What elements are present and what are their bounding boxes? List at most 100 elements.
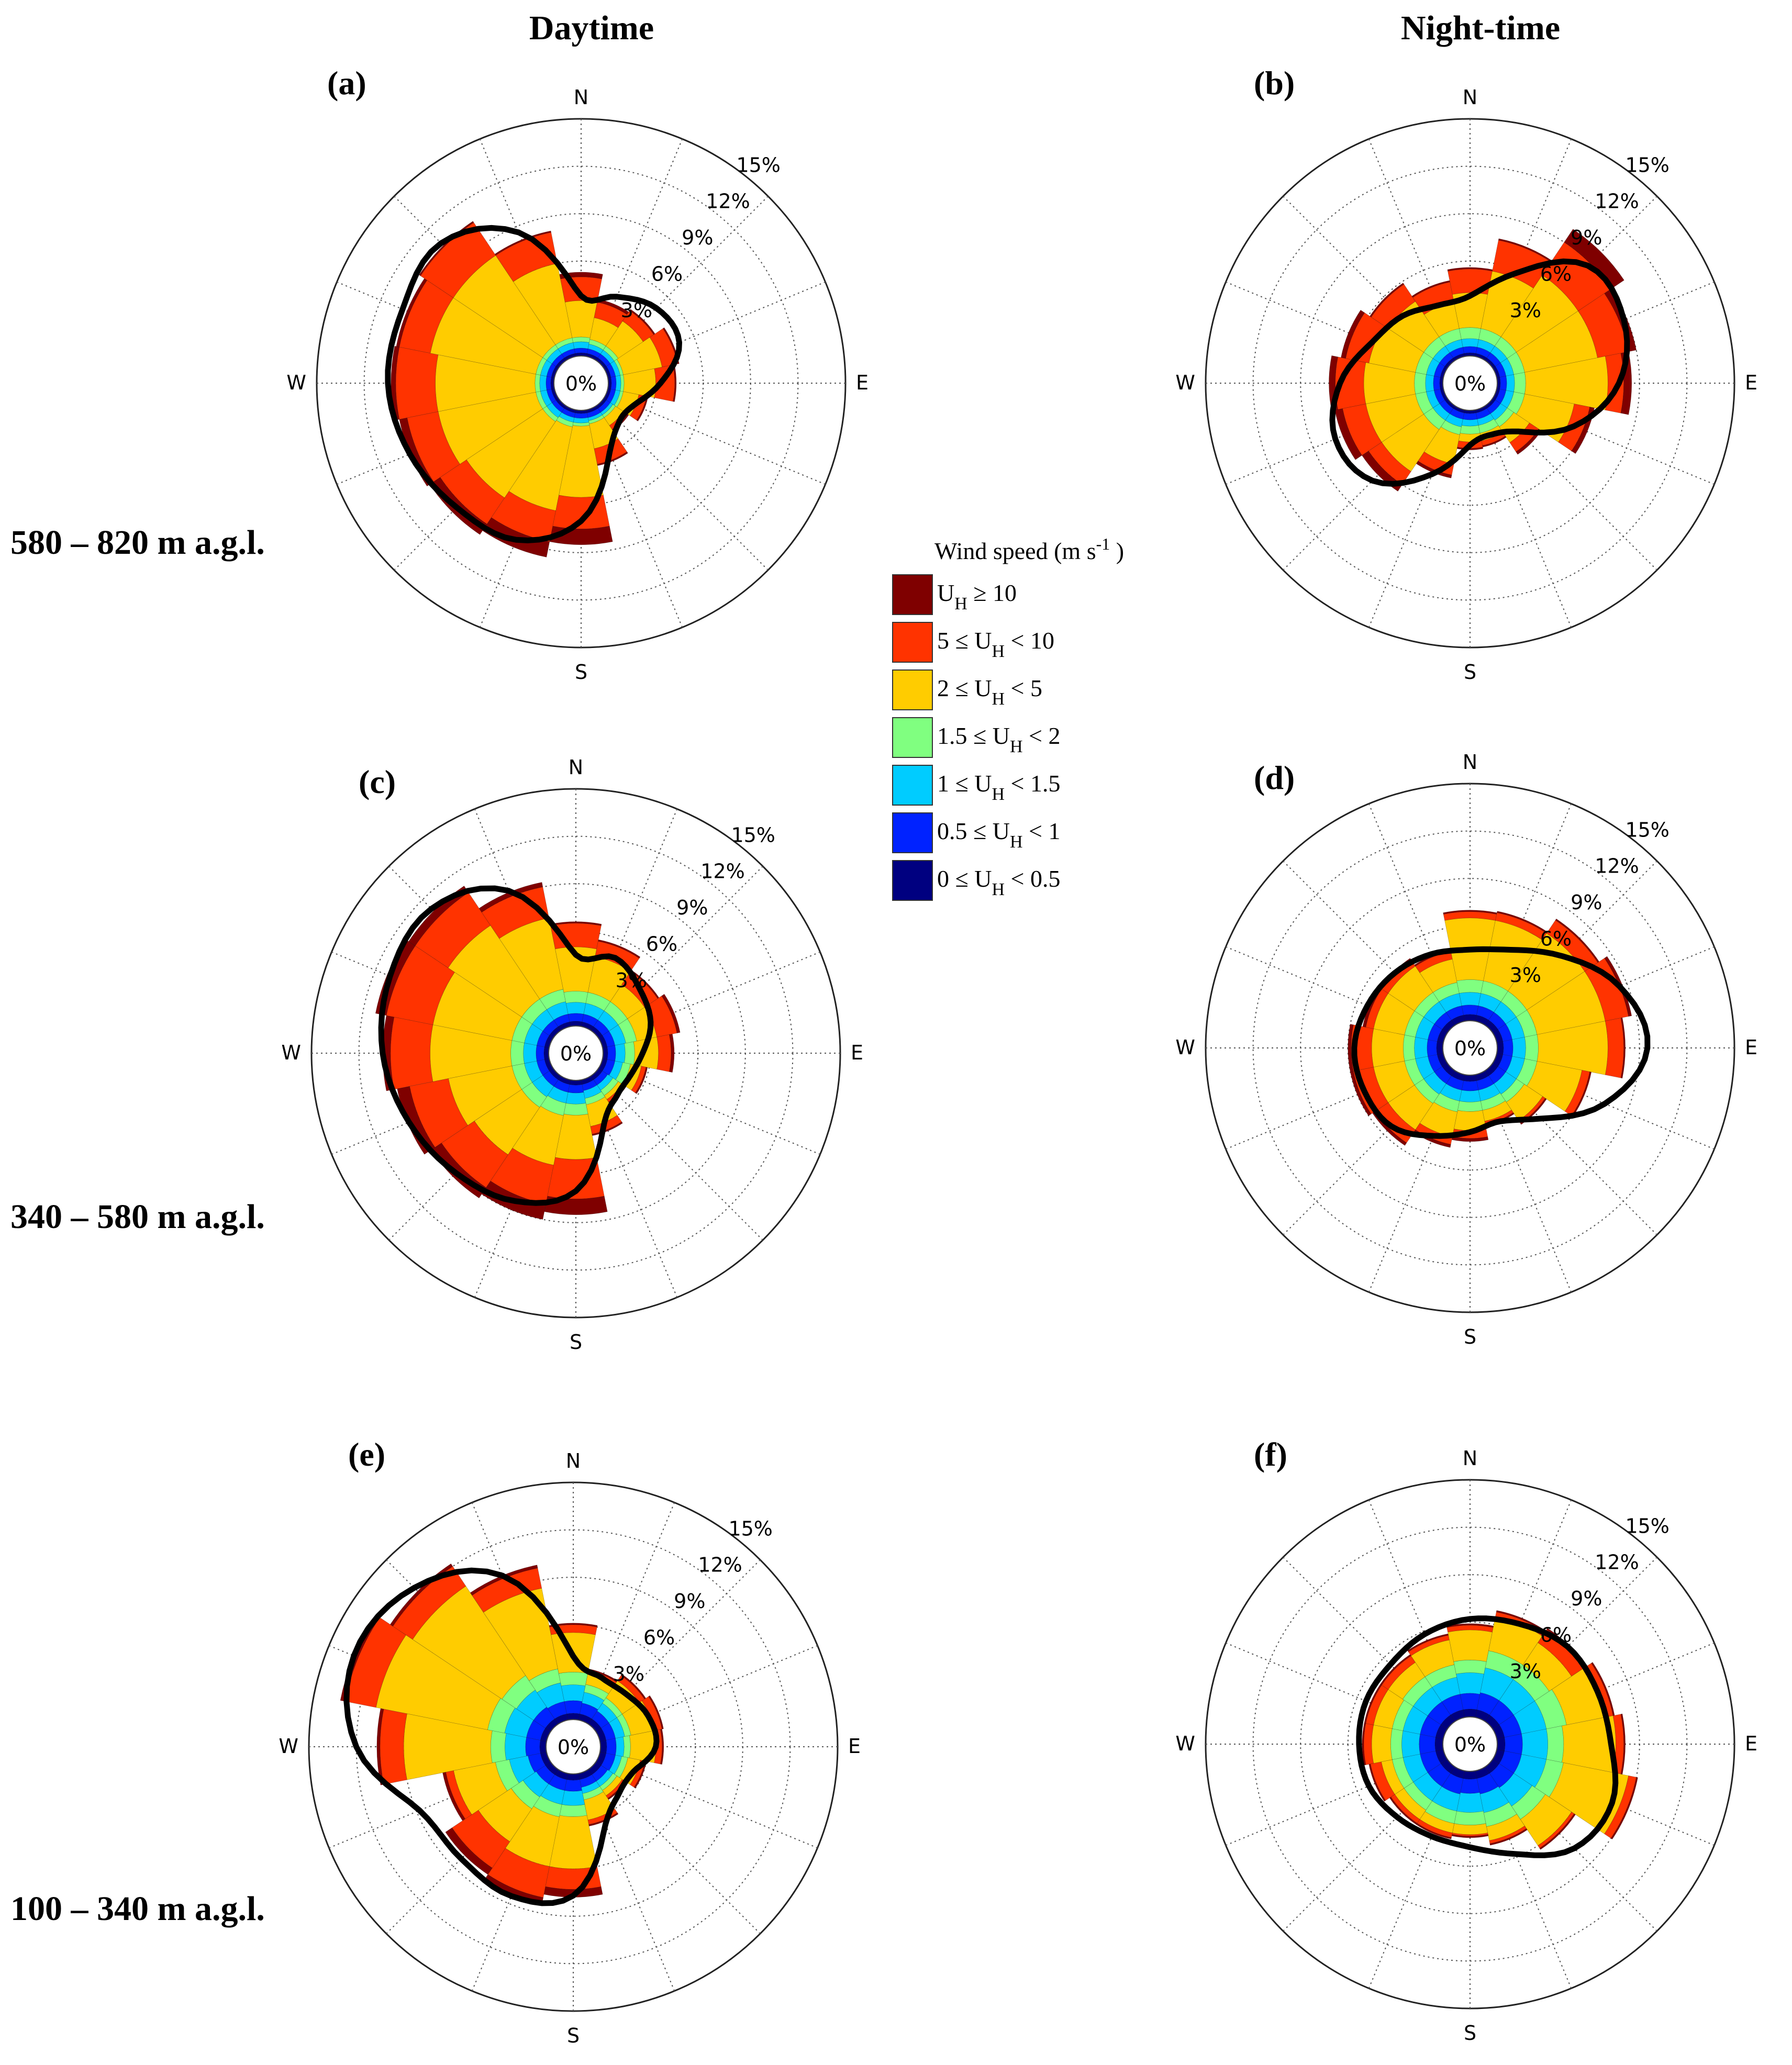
- bar-segment: [1488, 1012, 1506, 1030]
- legend-label: 0.5 ≤ UH < 1: [937, 818, 1060, 852]
- bar-segment: [559, 412, 575, 423]
- bar-segment: [1456, 979, 1484, 994]
- bar-segment: [1460, 1693, 1481, 1710]
- wind-rose-panel: (f) 0% 3% 6% 9% 12% 15% N S E W: [1175, 1436, 1757, 2045]
- bar-segment: [1388, 966, 1433, 1011]
- bar-segment: [415, 892, 491, 968]
- bar-segment: [635, 1067, 648, 1094]
- compass-s: S: [575, 661, 587, 684]
- grid-spoke: [1479, 803, 1572, 1023]
- bar-segment: [583, 1085, 602, 1099]
- legend-title-sup: -1: [1096, 534, 1110, 553]
- panel-letter: (a): [327, 64, 366, 102]
- panel-letter: (c): [359, 763, 396, 800]
- bar-segment: [1562, 1715, 1616, 1773]
- bar-segment: [1419, 959, 1457, 993]
- center-hole: [553, 355, 609, 411]
- row-label-580-820: 580 – 820 m a.g.l.: [10, 523, 265, 562]
- compass-w: W: [286, 371, 306, 394]
- grid-spoke: [585, 1078, 678, 1298]
- ring-label: 12%: [706, 190, 750, 213]
- bar-segment: [550, 921, 602, 926]
- bar-segment: [1388, 1662, 1426, 1700]
- legend-label-pre: 1 ≤ U: [937, 770, 992, 797]
- legend-label-sub: H: [992, 689, 1005, 709]
- bar-segment: [441, 1121, 508, 1188]
- compass-s: S: [1464, 1325, 1476, 1348]
- bar-segment: [661, 994, 681, 1033]
- bar-segment: [598, 939, 641, 959]
- panel-letter: (d): [1254, 759, 1295, 796]
- bar-segment: [592, 1121, 623, 1136]
- bar-segment: [1411, 280, 1450, 298]
- center-hole: [1442, 355, 1498, 411]
- bar-segment: [616, 337, 663, 375]
- bar-segment: [656, 1034, 672, 1072]
- bar-segment: [564, 300, 598, 338]
- bar-segment: [1555, 918, 1600, 963]
- bar-segment: [390, 1017, 433, 1090]
- legend-label-sub: H: [1010, 832, 1023, 852]
- ring-label: 12%: [698, 1554, 742, 1577]
- bar-segment: [1415, 951, 1453, 973]
- bar-segment: [483, 1588, 558, 1681]
- compass-n: N: [1463, 751, 1477, 774]
- bar-segment: [559, 1804, 587, 1817]
- bar-segment: [1410, 1639, 1455, 1677]
- legend-label-post: < 2: [1023, 722, 1061, 749]
- ring-label: 9%: [1571, 226, 1602, 249]
- bar-segment: [1539, 1813, 1576, 1850]
- bar-segment: [607, 1045, 616, 1062]
- compass-w: W: [1175, 1036, 1195, 1059]
- bar-segment: [546, 402, 562, 418]
- grid-spoke: [329, 1756, 549, 1849]
- grid-spoke: [592, 1559, 761, 1728]
- legend-label-pre: 2 ≤ U: [937, 675, 992, 701]
- bar-segment: [574, 412, 588, 419]
- bar-segment: [547, 1701, 567, 1720]
- bar-segment: [1401, 1731, 1420, 1758]
- grid-spoke: [592, 1766, 761, 1934]
- bar-segment: [1448, 1629, 1493, 1662]
- bar-segment: [1373, 993, 1415, 1035]
- legend-label: 5 ≤ UH < 10: [937, 627, 1054, 661]
- ring-label: 12%: [1595, 855, 1639, 878]
- bar-segment: [1414, 1036, 1428, 1059]
- ring-label: 12%: [1595, 190, 1639, 213]
- compass-e: E: [1745, 1732, 1757, 1755]
- bar-segment: [565, 1002, 586, 1014]
- legend-label-post: < 5: [1005, 675, 1042, 701]
- bar-segment: [451, 1810, 510, 1869]
- bar-segment: [1371, 1028, 1405, 1068]
- bar-segment: [1461, 1004, 1479, 1015]
- ring-label: 9%: [674, 1590, 705, 1613]
- bar-segment: [494, 230, 552, 256]
- ring-label: 6%: [643, 1626, 675, 1649]
- wind-rose-panels: (a) 0% 3% 6% 9% 12% 15% N S E W (b) 0% 3% 6% 9% 12% 15% N S…: [279, 64, 1757, 2047]
- ring-label: 15%: [728, 1517, 772, 1540]
- bar-segment: [564, 1779, 582, 1792]
- bar-segment: [1459, 327, 1482, 340]
- bar-segment: [510, 1040, 525, 1066]
- outline-curve: [343, 1567, 660, 1906]
- compass-s: S: [1464, 661, 1476, 684]
- bar-segment: [1445, 413, 1463, 427]
- bar-segment: [582, 1692, 605, 1710]
- bar-segment: [539, 375, 547, 392]
- bar-segment: [1414, 372, 1427, 395]
- bar-segment: [445, 1827, 493, 1875]
- bar-segment: [1546, 1725, 1564, 1763]
- grid-spoke: [600, 402, 769, 571]
- bar-segment: [546, 376, 552, 390]
- bar-segment: [1452, 1823, 1488, 1835]
- wind-rose-panel: (d) 0% 3% 6% 9% 12% 15% N S E W: [1175, 751, 1757, 1348]
- bar-segment: [588, 415, 605, 425]
- ring-label: 12%: [700, 860, 744, 883]
- compass-w: W: [1175, 371, 1195, 394]
- compass-e: E: [856, 371, 869, 394]
- compass-e: E: [1745, 371, 1757, 394]
- bar-segment: [623, 1735, 631, 1758]
- bar-segment: [558, 1672, 588, 1687]
- bar-segment: [490, 1730, 507, 1763]
- compass-e: E: [1745, 1036, 1757, 1059]
